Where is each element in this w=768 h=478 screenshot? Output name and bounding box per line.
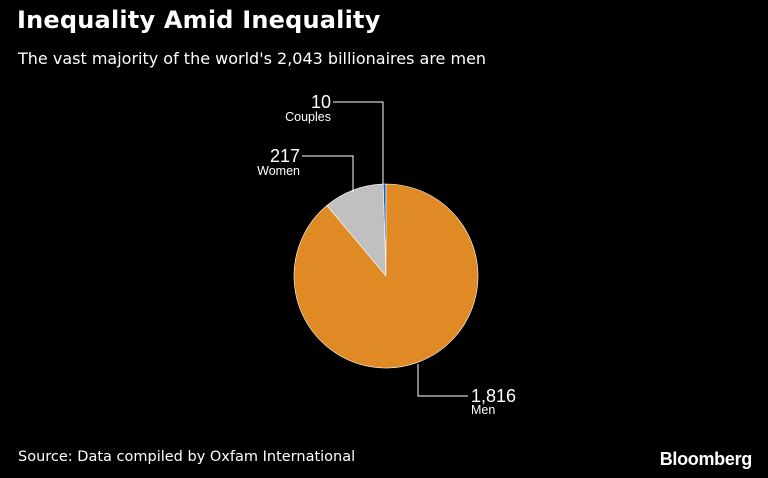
chart-subtitle: The vast majority of the world's 2,043 b… — [18, 49, 487, 68]
men-name-label: Men — [471, 403, 495, 417]
couples-value-label: 10 — [311, 92, 331, 112]
women-value-label: 217 — [270, 146, 300, 166]
men-slice — [293, 183, 479, 369]
source-note: Source: Data compiled by Oxfam Internati… — [18, 449, 356, 465]
bloomberg-logo: Bloomberg — [659, 449, 753, 469]
pie-callouts: 10 Couples 217 Women 1,816 Men — [257, 92, 516, 417]
pie-slices — [293, 183, 479, 369]
women-leader-line — [302, 155, 354, 192]
women-name-label: Women — [257, 164, 300, 178]
couples-leader-line — [333, 101, 384, 185]
chart-title: Inequality Amid Inequality — [17, 6, 381, 34]
men-leader-line — [417, 364, 468, 397]
couples-name-label: Couples — [285, 110, 331, 124]
men-value-label: 1,816 — [471, 386, 516, 406]
